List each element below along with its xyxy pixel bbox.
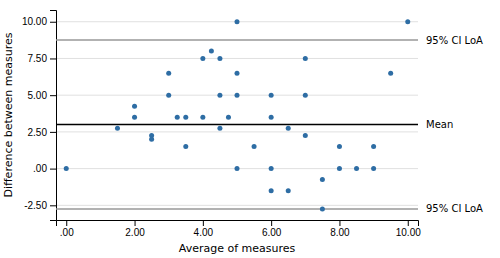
point	[235, 166, 240, 171]
grid	[56, 22, 418, 206]
tick-mark	[339, 220, 340, 226]
point	[217, 93, 222, 98]
reference-line	[56, 208, 418, 210]
point	[286, 188, 291, 193]
point	[269, 93, 274, 98]
tick: .00	[60, 220, 74, 238]
point	[269, 166, 274, 171]
y-axis: -2.50 .00 2.50 5.00 7.50 10.00	[22, 11, 57, 221]
point	[371, 166, 376, 171]
point	[217, 126, 222, 131]
point	[175, 115, 180, 120]
tick-mark	[50, 95, 56, 96]
tick-mark	[203, 220, 204, 226]
point	[235, 71, 240, 76]
point	[149, 137, 154, 142]
tick-label: 7.50	[28, 53, 48, 64]
point	[320, 206, 325, 211]
point	[303, 93, 308, 98]
reference-line	[56, 124, 418, 126]
tick-label: 10.00	[22, 16, 47, 27]
tick-label: 8.00	[330, 227, 350, 238]
point	[337, 144, 342, 149]
tick-mark	[408, 220, 409, 226]
point	[226, 115, 231, 120]
x-axis: .00 2.00 4.00 6.00 8.00 10.00	[57, 220, 422, 238]
y-axis-title: Difference between measures	[2, 32, 15, 197]
point	[371, 144, 376, 149]
reference-line	[56, 39, 418, 41]
tick-label: 6.00	[262, 227, 282, 238]
tick-label: 2.50	[28, 127, 48, 138]
point	[200, 115, 205, 120]
annotation: 95% CI LoA	[426, 35, 483, 46]
tick: 10.00	[22, 16, 56, 27]
tick: .00	[33, 163, 56, 174]
annotations: 95% CI LoA Mean 95% CI LoA	[426, 35, 483, 215]
point	[64, 166, 69, 171]
point	[388, 71, 393, 76]
point	[235, 19, 240, 24]
points	[64, 19, 411, 211]
tick-mark	[50, 132, 56, 133]
chart: .00 2.00 4.00 6.00 8.00 10.00 -2.50 .00 2.50 5.00…	[0, 0, 500, 258]
point	[354, 166, 359, 171]
point	[286, 126, 291, 131]
tick: 8.00	[330, 220, 350, 238]
tick: 4.00	[194, 220, 214, 238]
grid-line	[56, 131, 418, 132]
point	[269, 188, 274, 193]
tick-mark	[66, 220, 67, 226]
axis-line	[57, 221, 419, 227]
tick-label: 5.00	[28, 90, 48, 101]
tick: 5.00	[28, 90, 56, 101]
point	[405, 19, 410, 24]
tick-mark	[50, 58, 56, 59]
point	[200, 56, 205, 61]
tick-label: 4.00	[194, 227, 214, 238]
annotation: 95% CI LoA	[426, 203, 483, 214]
point	[183, 144, 188, 149]
tick: -2.50	[24, 200, 56, 211]
grid-line	[56, 205, 418, 206]
axis-line	[50, 11, 57, 221]
tick: 7.50	[28, 53, 56, 64]
tick-mark	[50, 169, 56, 170]
point	[235, 93, 240, 98]
point	[303, 56, 308, 61]
plot-area: .00 2.00 4.00 6.00 8.00 10.00 -2.50 .00 2.50 5.00…	[22, 11, 483, 239]
tick-label: .00	[33, 163, 47, 174]
tick-label: 2.00	[125, 227, 145, 238]
point	[132, 104, 137, 109]
tick: 6.00	[262, 220, 282, 238]
point	[132, 115, 137, 120]
point	[303, 133, 308, 138]
tick-label: -2.50	[24, 200, 47, 211]
tick-mark	[50, 22, 56, 23]
tick-mark	[271, 220, 272, 226]
tick-mark	[50, 205, 56, 206]
tick: 2.50	[28, 127, 56, 138]
point	[217, 56, 222, 61]
point	[183, 115, 188, 120]
point	[166, 93, 171, 98]
tick-mark	[135, 220, 136, 226]
grid-line	[56, 58, 418, 59]
tick: 2.00	[125, 220, 145, 238]
annotation: Mean	[426, 119, 453, 130]
point	[115, 126, 120, 131]
point	[269, 115, 274, 120]
point	[166, 71, 171, 76]
tick-label: 10.00	[396, 227, 421, 238]
point	[320, 177, 325, 182]
tick: 10.00	[396, 220, 421, 238]
tick-label: .00	[60, 227, 74, 238]
x-axis-title: Average of measures	[179, 242, 296, 255]
marks	[56, 19, 418, 211]
point	[337, 166, 342, 171]
point	[209, 49, 214, 54]
point	[252, 144, 257, 149]
